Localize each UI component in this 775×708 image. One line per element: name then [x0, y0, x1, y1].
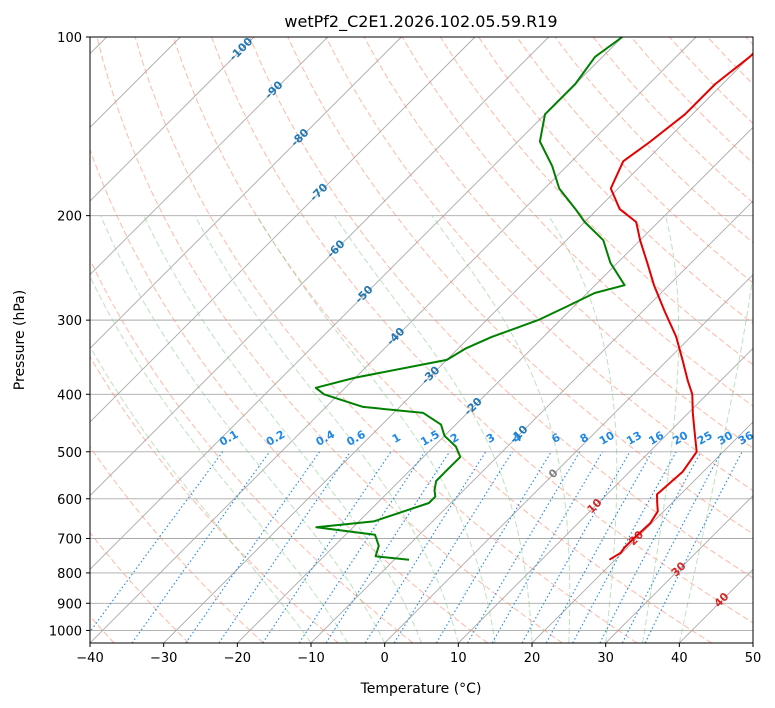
dry-adiabat	[90, 531, 190, 643]
background-lines	[90, 37, 753, 643]
dry-adiabat	[90, 148, 488, 643]
isotherm-line	[458, 347, 753, 643]
y-tick-label: 900	[57, 597, 82, 612]
dry-adiabat	[211, 37, 753, 624]
mixing-ratio-line	[131, 451, 271, 643]
moist-adiabat	[548, 215, 618, 643]
x-tick-label: −30	[150, 651, 177, 666]
moist-adiabat	[334, 215, 533, 643]
x-tick-label: 50	[745, 651, 762, 666]
isotherm-line	[605, 495, 753, 643]
isotherm-line	[90, 37, 697, 643]
x-tick-label: 0	[381, 651, 389, 666]
y-tick-label: 200	[57, 210, 82, 225]
dry-adiabat	[90, 355, 339, 643]
mixing-ratio-line	[90, 451, 224, 633]
y-tick-label: 300	[57, 314, 82, 329]
moist-adiabat	[678, 270, 753, 643]
x-tick-label: 10	[450, 651, 467, 666]
dry-adiabat	[96, 37, 563, 643]
y-tick-label: 100	[57, 31, 82, 46]
dry-adiabat	[439, 37, 753, 366]
isotherm-line	[90, 37, 549, 497]
y-axis-label: Pressure (hPa)	[12, 290, 28, 390]
isotherm-line	[90, 37, 328, 276]
x-tick-label: −40	[76, 651, 103, 666]
dry-adiabat	[172, 37, 712, 643]
dry-adiabat	[287, 37, 753, 535]
mixing-ratio-line	[218, 451, 351, 643]
x-tick-label: 30	[597, 651, 614, 666]
moist-adiabat	[90, 275, 349, 643]
y-tick-label: 800	[57, 567, 82, 582]
x-tick-label: 40	[671, 651, 688, 666]
mixing-ratio-line	[325, 451, 451, 643]
x-tick-label: −20	[224, 651, 251, 666]
mixing-ratio-label: 36	[736, 429, 756, 448]
mixing-ratio-line	[262, 451, 392, 643]
x-tick-label: 20	[524, 651, 541, 666]
dry-adiabat	[249, 37, 753, 579]
mixing-ratio-line	[435, 451, 552, 643]
moist-adiabat	[256, 215, 496, 643]
isotherm-line	[163, 53, 753, 643]
y-tick-label: 700	[57, 533, 82, 548]
dry-adiabat	[516, 37, 753, 284]
isotherm-line	[90, 37, 623, 570]
moist-adiabat	[143, 215, 422, 643]
mixing-ratio-line	[545, 451, 653, 643]
dry-adiabat	[90, 258, 414, 643]
moist-adiabat	[194, 215, 459, 643]
mixing-ratio-line	[521, 451, 631, 643]
y-tick-label: 600	[57, 493, 82, 508]
mixing-ratio-line	[185, 451, 321, 643]
mixing-ratio-line	[364, 451, 487, 643]
x-axis-label: Temperature (°C)	[360, 681, 482, 697]
isotherm-line	[531, 421, 753, 643]
plot-frame	[89, 36, 754, 644]
chart-title: wetPf2_C2E1.2026.102.05.59.R19	[284, 12, 557, 32]
dry-adiabat	[90, 445, 264, 643]
temperature-profile	[608, 52, 753, 561]
isotherm-line	[90, 37, 402, 349]
x-tick-label: −10	[297, 651, 324, 666]
y-tick-label: 400	[57, 388, 82, 403]
y-tick-label: 500	[57, 446, 82, 461]
isotherm-line	[384, 274, 753, 643]
y-tick-label: 1000	[49, 624, 82, 639]
dewpoint-profile	[314, 37, 626, 561]
mixing-ratio-line	[572, 451, 677, 643]
mixing-ratio-line	[298, 451, 426, 643]
isotherm-line	[237, 126, 753, 643]
moist-adiabat	[431, 215, 571, 643]
plot-background	[90, 37, 753, 643]
isotherm-line	[90, 37, 255, 202]
isotherm-line	[90, 37, 476, 423]
profiles	[314, 37, 753, 561]
mixing-ratio-line	[644, 451, 743, 643]
dry-adiabat	[401, 37, 753, 407]
mixing-ratio-line	[599, 451, 702, 643]
moist-adiabat	[642, 215, 680, 643]
moist-adiabat	[90, 345, 312, 643]
axes: −40 −30 −20 −10 0 10 20 30 40 50 100 200 300 400 500 60…	[49, 31, 761, 666]
